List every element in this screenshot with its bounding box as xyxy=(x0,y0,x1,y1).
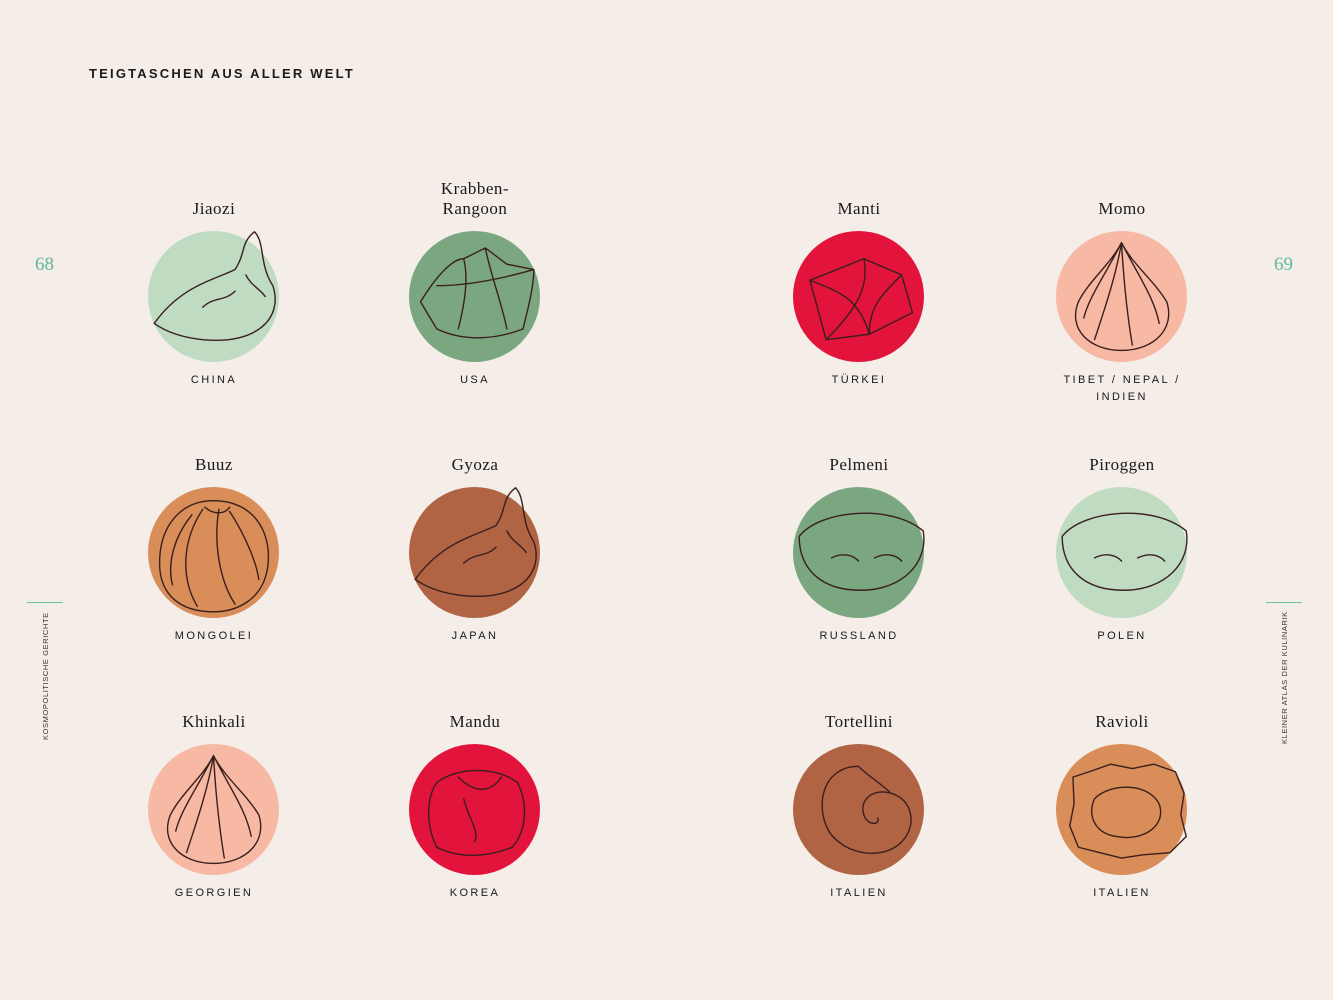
dumpling-illustration xyxy=(793,487,925,618)
dumpling-name: Krabben- Rangoon xyxy=(440,179,510,218)
dumpling-name: Momo xyxy=(1098,199,1146,218)
dumpling-card: Manti TÜRKEI xyxy=(759,181,959,421)
dumpling-name: Mandu xyxy=(449,712,501,731)
dumpling-illustration xyxy=(409,744,540,875)
pleated-bun-icon xyxy=(166,754,262,865)
page-number-right: 69 xyxy=(1274,254,1293,275)
dumpling-country: ITALIEN xyxy=(1093,887,1151,899)
page-heading: TEIGTASCHEN AUS ALLER WELT xyxy=(89,66,355,81)
dumpling-name: Piroggen xyxy=(1089,455,1155,474)
dumpling-country: TÜRKEI xyxy=(831,374,887,386)
dumpling-name: Manti xyxy=(837,199,881,218)
dumpling-illustration xyxy=(793,231,924,362)
dumpling-illustration xyxy=(148,231,279,362)
crescent-dumpling-icon xyxy=(153,231,276,342)
divider-left xyxy=(27,602,63,603)
dumpling-country: POLEN xyxy=(1097,630,1147,642)
round-bun-icon xyxy=(158,500,270,613)
dumpling-country: KOREA xyxy=(449,887,501,899)
dumpling-name: Ravioli xyxy=(1095,712,1149,731)
running-title-left: KOSMOPOLITISCHE GERICHTE xyxy=(41,612,50,740)
crescent-dumpling-icon xyxy=(414,487,537,598)
dumpling-illustration xyxy=(148,744,279,875)
dumpling-illustration xyxy=(1056,231,1187,362)
square-ravioli-icon xyxy=(1069,763,1187,859)
dumpling-name: Khinkali xyxy=(182,712,246,731)
dumpling-card: Buuz MONGOLEI xyxy=(114,437,314,677)
round-dumpling-icon xyxy=(428,769,526,856)
dumpling-illustration xyxy=(1056,744,1187,875)
dumpling-card: Tortellini ITALIEN xyxy=(759,694,959,934)
dumpling-card: Momo TIBET / NEPAL / INDIEN xyxy=(1022,181,1222,421)
folded-wonton-icon xyxy=(419,247,535,339)
dumpling-card: Mandu KOREA xyxy=(375,694,575,934)
pleated-bun-icon xyxy=(1074,241,1170,352)
dumpling-card: Piroggen POLEN xyxy=(1022,437,1222,677)
dumpling-illustration xyxy=(148,487,279,618)
square-dumpling-icon xyxy=(809,258,914,341)
dumpling-illustration xyxy=(1056,487,1188,618)
dumpling-name: Buuz xyxy=(195,455,233,474)
dumpling-card: Jiaozi CHINA xyxy=(114,181,314,421)
divider-right xyxy=(1266,602,1302,603)
dumpling-country: JAPAN xyxy=(451,630,499,642)
dumpling-name: Tortellini xyxy=(824,712,894,731)
dumpling-card: Khinkali GEORGIEN xyxy=(114,694,314,934)
dumpling-name: Gyoza xyxy=(451,455,499,474)
dumpling-country: GEORGIEN xyxy=(174,887,254,899)
dumpling-illustration xyxy=(793,744,924,875)
dumpling-country: MONGOLEI xyxy=(174,630,254,642)
dumpling-card: Krabben- Rangoon USA xyxy=(375,179,575,421)
dumpling-card: Ravioli ITALIEN xyxy=(1022,694,1222,934)
running-title-right: KLEINER ATLAS DER KULINARIK xyxy=(1280,611,1289,744)
dumpling-name: Pelmeni xyxy=(829,455,889,474)
dumpling-country: CHINA xyxy=(190,374,238,386)
dumpling-illustration xyxy=(409,487,540,618)
dumpling-card: Pelmeni RUSSLAND xyxy=(759,437,959,677)
dumpling-country: TIBET / NEPAL / INDIEN xyxy=(1063,374,1181,403)
ring-pasta-icon xyxy=(821,765,912,855)
dumpling-country: USA xyxy=(460,374,490,386)
dumpling-illustration xyxy=(409,231,540,362)
dumpling-card: Gyoza JAPAN xyxy=(375,437,575,677)
dumpling-name: Jiaozi xyxy=(192,199,236,218)
half-moon-dumpling-icon xyxy=(798,512,925,591)
half-moon-dumpling-icon xyxy=(1061,512,1188,591)
page-number-left: 68 xyxy=(35,254,54,275)
dumpling-country: ITALIEN xyxy=(830,887,888,899)
dumpling-country: RUSSLAND xyxy=(819,630,899,642)
